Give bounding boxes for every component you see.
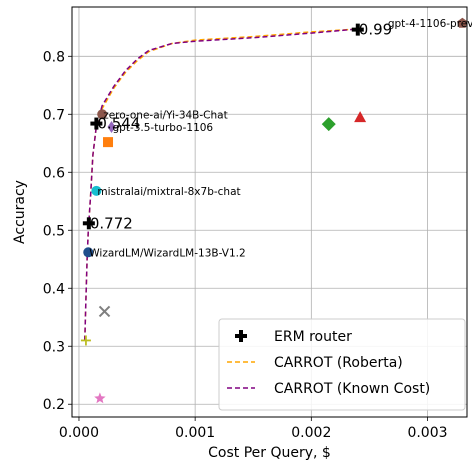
erm-router-label: 0.772 [90, 214, 133, 232]
model-point [98, 305, 111, 318]
y-tick-label: 0.6 [43, 165, 65, 181]
x-tick-label: 0.002 [291, 425, 331, 441]
model-label: gpt-4-1106-preview [388, 18, 472, 30]
curve-carrot-roberta [84, 28, 358, 341]
legend-label: CARROT (Roberta) [274, 355, 403, 371]
legend-label: ERM router [274, 329, 352, 345]
model-label: mistralai/mixtral-8x7b-chat [97, 186, 240, 198]
erm-router-label: 0.99 [359, 21, 392, 39]
y-axis-label: Accuracy [12, 180, 28, 244]
model-point [103, 137, 114, 148]
y-tick-label: 0.5 [43, 223, 65, 239]
erm-router-point [351, 23, 364, 36]
model-point [321, 117, 336, 132]
x-tick-label: 0.001 [175, 425, 215, 441]
y-tick-label: 0.3 [43, 339, 65, 355]
plot-frame [71, 6, 468, 418]
y-tick-label: 0.2 [43, 397, 65, 413]
model-point [107, 121, 116, 134]
legend: ERM router CARROT (Roberta) CARROT (Known … [218, 318, 466, 411]
model-point [91, 185, 102, 196]
y-tick-label: 0.4 [43, 281, 65, 297]
point-labels: WizardLM/WizardLM-13B-V1.2 mistralai/mixt… [89, 18, 472, 259]
model-label: gpt-3.5-turbo-1106 [113, 122, 214, 134]
erm-router-point [82, 217, 95, 230]
erm-router-label: 0.544 [97, 115, 140, 133]
x-tick-label: 0.003 [407, 425, 447, 441]
model-point [354, 111, 367, 123]
model-point [83, 247, 94, 258]
model-label: WizardLM/WizardLM-13B-V1.2 [89, 247, 245, 259]
y-tick-label: 0.8 [43, 49, 65, 65]
model-label: zero-one-ai/Yi-34B-Chat [103, 109, 228, 121]
points [80, 17, 468, 404]
legend-label: CARROT (Known Cost) [274, 381, 430, 397]
x-axis-label: Cost Per Query, $ [208, 445, 331, 461]
ticks: 0.000 0.001 0.002 0.003 0.2 0.3 0.4 0.5 0.6 0.7 0.… [43, 49, 448, 441]
y-tick-label: 0.7 [43, 107, 65, 123]
erm-router-point [90, 117, 103, 130]
curve-carrot-known-cost [84, 28, 358, 341]
legend-marker [235, 330, 247, 342]
model-point [94, 392, 106, 404]
model-point [80, 335, 91, 346]
x-tick-label: 0.000 [59, 425, 99, 441]
model-point [97, 109, 108, 120]
legend-box [218, 318, 466, 411]
curves [84, 28, 358, 341]
model-point [457, 17, 468, 28]
